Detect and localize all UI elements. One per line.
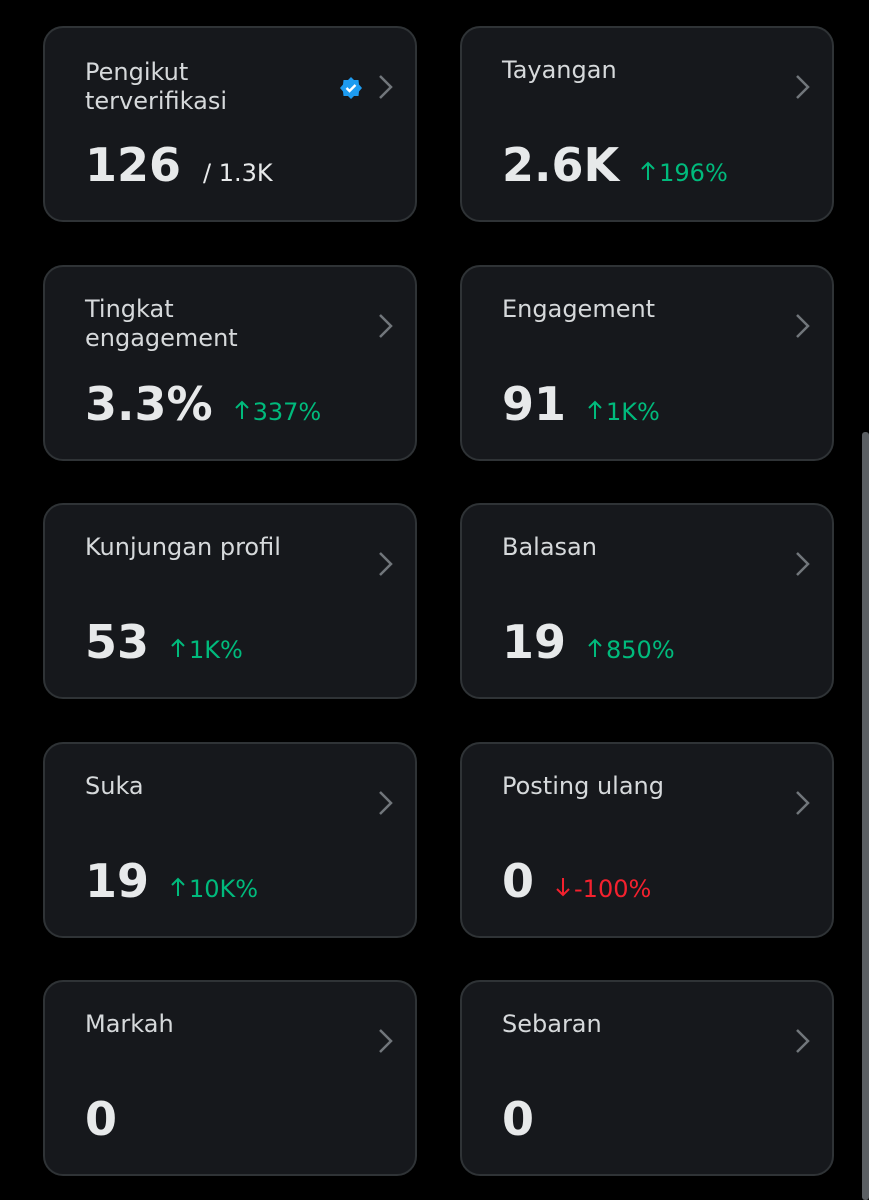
chevron-icon bbox=[379, 314, 393, 338]
stat-row: 3.3% 337% bbox=[85, 377, 321, 431]
chevron-icon bbox=[796, 791, 810, 815]
stat-value: 126 bbox=[85, 138, 182, 192]
stat-card[interactable]: Balasan 19 850% bbox=[460, 503, 834, 699]
change-text: 337% bbox=[252, 398, 322, 426]
stat-card[interactable]: Markah 0 bbox=[43, 980, 417, 1176]
chevron-icon bbox=[796, 1029, 810, 1053]
arrow-up-icon bbox=[171, 877, 185, 896]
stat-change: -100% bbox=[556, 875, 651, 903]
card-label: Tayangan bbox=[502, 56, 617, 84]
stat-card[interactable]: Sebaran 0 bbox=[460, 980, 834, 1176]
change-text: 1K% bbox=[189, 636, 243, 664]
stat-value: 2.6K bbox=[502, 138, 620, 192]
stat-value: 0 bbox=[502, 854, 535, 908]
stat-change: 337% bbox=[234, 398, 322, 426]
chevron-icon bbox=[379, 791, 393, 815]
arrow-up-icon bbox=[641, 161, 655, 180]
arrow-up-icon bbox=[234, 400, 249, 419]
stat-total: / 1.3K bbox=[203, 159, 273, 187]
chevron-icon bbox=[379, 552, 393, 576]
stat-card[interactable]: Engagement 91 1K% bbox=[460, 265, 834, 461]
stat-card[interactable]: Kunjungan profil 53 1K% bbox=[43, 503, 417, 699]
card-label: Markah bbox=[85, 1010, 174, 1038]
card-label: Kunjungan profil bbox=[85, 533, 281, 561]
stat-value: 0 bbox=[85, 1092, 118, 1146]
chevron-icon bbox=[379, 1029, 393, 1053]
stat-card[interactable]: Posting ulang 0 -100% bbox=[460, 742, 834, 938]
stat-change: 1K% bbox=[588, 398, 660, 426]
change-text: 196% bbox=[659, 159, 728, 187]
verified-badge bbox=[340, 77, 362, 99]
arrow-up-icon bbox=[171, 638, 185, 657]
stat-card[interactable]: Pengikut terverifikasi 126 / 1.3K bbox=[43, 26, 417, 222]
card-label: Pengikut terverifikasi bbox=[85, 58, 228, 115]
stat-row: 91 1K% bbox=[502, 377, 660, 431]
stat-row: 19 10K% bbox=[85, 854, 258, 908]
change-text: 1K% bbox=[606, 398, 660, 426]
stat-row: 0 bbox=[85, 1092, 117, 1146]
stat-value: 0 bbox=[502, 1092, 535, 1146]
card-label: Engagement bbox=[502, 295, 656, 323]
stat-change: 196% bbox=[641, 159, 728, 187]
stat-row: 53 1K% bbox=[85, 615, 243, 669]
arrow-down-icon bbox=[556, 878, 570, 897]
chevron-icon bbox=[796, 314, 810, 338]
change-text: 10K% bbox=[189, 875, 259, 903]
chevron-icon bbox=[796, 552, 810, 576]
stat-change: 850% bbox=[588, 636, 675, 664]
change-text: -100% bbox=[574, 875, 652, 903]
arrow-up-icon bbox=[588, 638, 602, 657]
card-label: Posting ulang bbox=[502, 772, 664, 800]
stat-change: 10K% bbox=[171, 875, 258, 903]
stat-value: 91 bbox=[502, 377, 567, 431]
chevron-icon bbox=[796, 75, 810, 99]
stat-row: 0 -100% bbox=[502, 854, 651, 908]
chevron-icon bbox=[379, 75, 393, 99]
change-text: 850% bbox=[606, 636, 675, 664]
arrow-up-icon bbox=[588, 400, 602, 419]
stat-card[interactable]: Tingkat engagement 3.3% 337% bbox=[43, 265, 417, 461]
stat-card[interactable]: Tayangan 2.6K 196% bbox=[460, 26, 834, 222]
card-label: Suka bbox=[85, 772, 144, 800]
stat-row: 126 / 1.3K bbox=[85, 138, 273, 192]
card-label: Tingkat engagement bbox=[85, 295, 238, 352]
card-label: Balasan bbox=[502, 533, 597, 561]
stat-change: 1K% bbox=[171, 636, 243, 664]
scrollbar[interactable] bbox=[862, 432, 869, 1200]
stat-row: 19 850% bbox=[502, 615, 675, 669]
stat-row: 2.6K 196% bbox=[502, 138, 728, 192]
stat-value: 53 bbox=[85, 615, 150, 669]
stat-card[interactable]: Suka 19 10K% bbox=[43, 742, 417, 938]
stat-value: 19 bbox=[85, 854, 150, 908]
stat-value: 19 bbox=[502, 615, 567, 669]
card-label: Sebaran bbox=[502, 1010, 602, 1038]
stat-value: 3.3% bbox=[85, 377, 213, 431]
stat-row: 0 bbox=[502, 1092, 534, 1146]
